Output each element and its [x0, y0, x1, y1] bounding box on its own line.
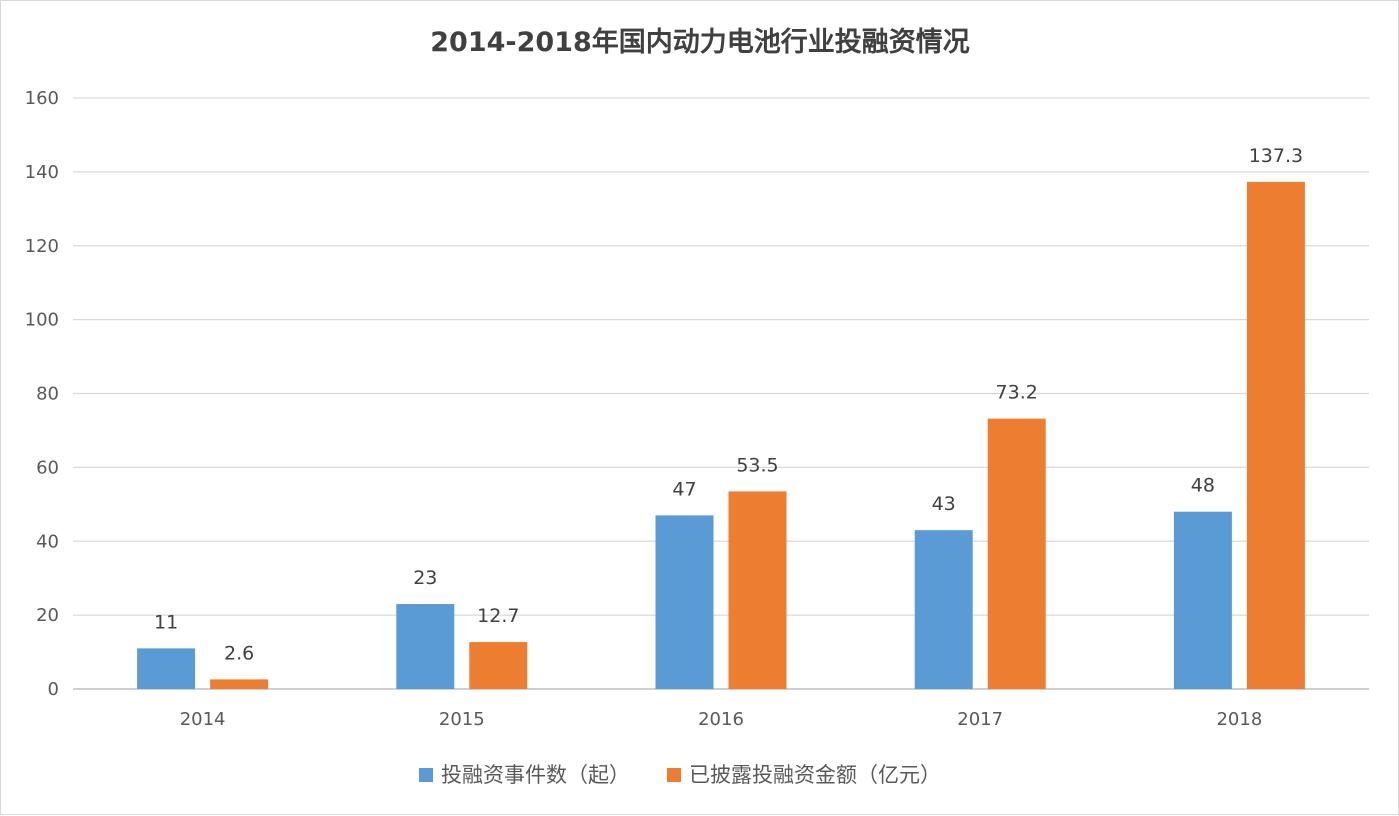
bar-amount-2018 — [1246, 181, 1305, 689]
y-tick-label: 140 — [25, 162, 59, 183]
data-label: 23 — [413, 567, 437, 589]
data-label: 48 — [1191, 475, 1215, 497]
bar-amount-2016 — [728, 491, 787, 689]
y-tick-label: 0 — [48, 679, 59, 700]
bar-amount-2017 — [987, 418, 1046, 689]
x-tick-label: 2016 — [698, 709, 744, 730]
legend-swatch — [667, 768, 681, 782]
legend-swatch — [419, 768, 433, 782]
y-tick-label: 80 — [36, 384, 59, 405]
bar-events-2017 — [914, 530, 973, 689]
data-label: 2.6 — [224, 642, 254, 664]
grid-lines — [73, 97, 1369, 690]
x-tick-label: 2014 — [180, 709, 226, 730]
y-tick-label: 60 — [36, 457, 59, 478]
y-tick-label: 20 — [36, 605, 59, 626]
chart-title: 2014-2018年国内动力电池行业投融资情况 — [430, 26, 970, 58]
bar-events-2016 — [655, 515, 714, 689]
bar-events-2014 — [137, 648, 196, 689]
bar-amount-2015 — [469, 642, 528, 689]
bars — [137, 181, 1305, 689]
legend-label: 已披露投融资金额（亿元） — [689, 763, 941, 787]
bar-events-2018 — [1173, 511, 1232, 689]
bar-amount-2014 — [210, 679, 269, 689]
bar-events-2015 — [396, 604, 455, 689]
y-tick-label: 40 — [36, 531, 59, 552]
y-tick-label: 120 — [25, 236, 59, 257]
x-axis: 2014 2015 2016 2017 2018 — [180, 709, 1263, 730]
data-label: 12.7 — [477, 605, 519, 627]
y-axis: 0 20 40 60 80 100 120 140 160 — [25, 88, 59, 700]
legend: 投融资事件数（起） 已披露投融资金额（亿元） — [419, 763, 941, 787]
data-label: 11 — [154, 611, 178, 633]
data-label: 73.2 — [996, 382, 1038, 404]
data-labels: 11 2.6 23 12.7 47 53.5 43 73.2 48 137.3 — [154, 145, 1303, 665]
x-tick-label: 2015 — [439, 709, 485, 730]
x-tick-label: 2018 — [1216, 709, 1262, 730]
data-label: 53.5 — [736, 454, 778, 476]
y-tick-label: 160 — [25, 88, 59, 109]
y-tick-label: 100 — [25, 310, 59, 331]
data-label: 43 — [932, 493, 956, 515]
data-label: 137.3 — [1249, 145, 1303, 167]
legend-label: 投融资事件数（起） — [441, 763, 630, 787]
x-tick-label: 2017 — [957, 709, 1003, 730]
data-label: 47 — [672, 478, 696, 500]
